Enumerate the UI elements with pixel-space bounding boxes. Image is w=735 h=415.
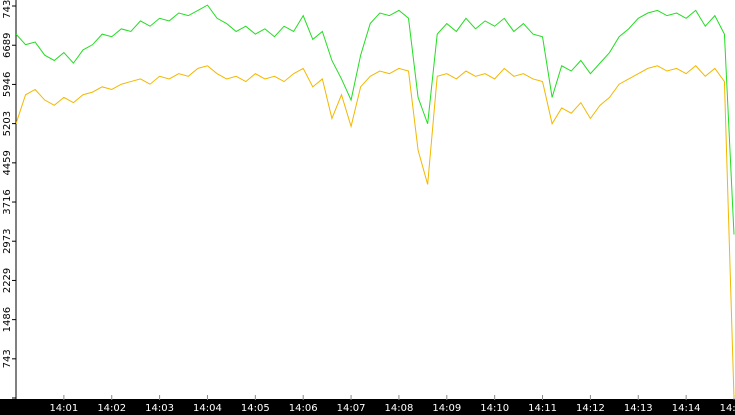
x-tick-label: 14:11 — [528, 403, 557, 414]
x-axis-band — [0, 399, 735, 415]
series-line — [16, 65, 735, 399]
y-tick-label: 7433 — [2, 0, 13, 19]
x-tick-label: 14:09 — [432, 403, 461, 414]
y-tick-label: 3716 — [2, 189, 13, 214]
x-tick-label: 14:12 — [576, 403, 605, 414]
x-tick-label: 14:07 — [337, 403, 366, 414]
x-tick-label: 14:13 — [624, 403, 653, 414]
series-line — [16, 4, 735, 235]
x-tick-label: 14:10 — [480, 403, 509, 414]
x-tick-label: 14:03 — [145, 403, 174, 414]
x-tick-label: 14:06 — [289, 403, 318, 414]
y-tick-label: 1486 — [2, 307, 13, 332]
x-tick-label: 14:02 — [97, 403, 126, 414]
y-tick-label: 5203 — [2, 111, 13, 136]
y-tick-label: 2229 — [2, 268, 13, 293]
x-tick-label: 14:01 — [49, 403, 78, 414]
y-tick-label: 4459 — [2, 150, 13, 175]
x-tick-label: 14:14 — [672, 403, 701, 414]
y-tick-label: 743 — [2, 349, 13, 368]
x-tick-label: 14:15 — [720, 403, 735, 414]
y-tick-label: 2973 — [2, 228, 13, 253]
y-tick-label: 6689 — [2, 33, 13, 58]
x-tick-label: 14:08 — [385, 403, 414, 414]
x-tick-label: 14:04 — [193, 403, 222, 414]
x-tick-label: 14:05 — [241, 403, 270, 414]
y-tick-label: 5946 — [2, 72, 13, 97]
